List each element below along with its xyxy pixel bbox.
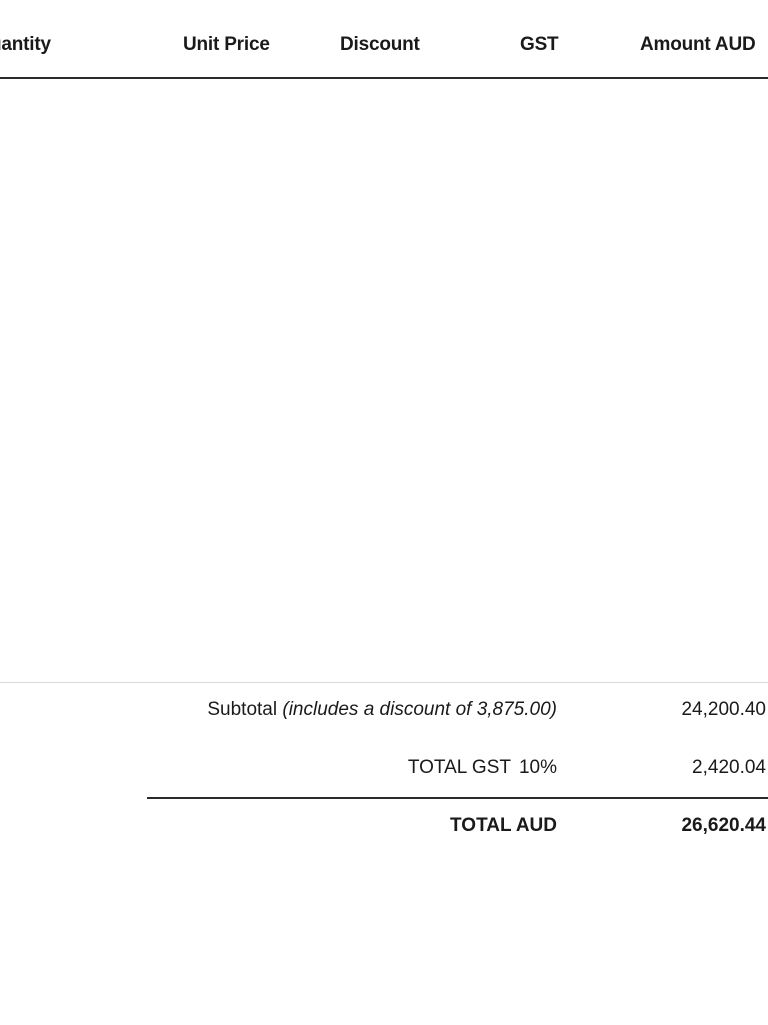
header-divider (0, 77, 768, 79)
total-label: TOTAL AUD (450, 815, 557, 836)
column-header-gst: GST (520, 34, 559, 55)
column-header-unit-price: Unit Price (183, 34, 270, 55)
subtotal-value: 24,200.40 (681, 699, 766, 720)
column-header-amount: Amount AUD (640, 34, 756, 55)
gst-label-text: TOTAL GST (407, 757, 511, 778)
column-header-discount: Discount (340, 34, 420, 55)
gst-rate: 10% (518, 757, 557, 778)
column-header-quantity: uantity (0, 34, 51, 55)
gst-value: 2,420.04 (692, 757, 766, 778)
gst-label: TOTAL GST 10% (408, 757, 557, 779)
total-divider (147, 797, 768, 799)
subtotal-label: Subtotal (includes a discount of 3,875.0… (207, 699, 557, 721)
subtotal-label-text: Subtotal (207, 699, 278, 720)
line-items-divider (0, 682, 768, 683)
total-value: 26,620.44 (681, 815, 766, 836)
subtotal-discount-note: (includes a discount of 3,875.00) (282, 699, 557, 720)
